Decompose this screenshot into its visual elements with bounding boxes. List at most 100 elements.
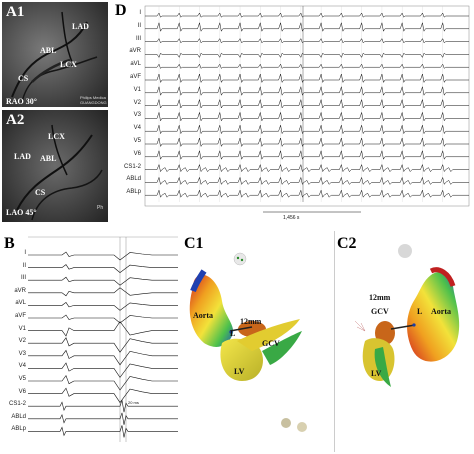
a1-abl-label: ABL <box>40 46 57 55</box>
panel-b-trace <box>28 264 178 273</box>
panel-b-lead-label: ABLp <box>11 426 26 433</box>
a1-view-label: RAO 30° <box>6 97 37 106</box>
panel-b-lead-label: V3 <box>18 350 26 357</box>
panel-b-lead-label: aVR <box>14 287 26 294</box>
c1-lv-label: LV <box>234 367 245 376</box>
a1-vendor-line-2: GUANGDONG <box>80 100 107 105</box>
panel-d-traces <box>144 5 470 213</box>
panel-d-ecg: D I II III aVR aVL aVF V1 V2 V3 V4 V5 V6 CS1-2 ABLd AB… <box>113 2 472 226</box>
panel-d-lead-label: V6 <box>133 150 141 157</box>
panel-c1-label: C1 <box>184 235 204 252</box>
c2-l-label: L <box>417 307 423 316</box>
a1-vendor-line-1: Philips Medica <box>80 95 106 100</box>
rao-catheter-sketch <box>2 2 108 107</box>
panel-d-lead-label: V5 <box>133 138 141 144</box>
a2-corner-text: Ph <box>97 205 104 211</box>
panel-b-lead-label: aVL <box>15 300 26 307</box>
panel-d-trace <box>145 86 469 96</box>
panel-d-trace <box>145 189 469 198</box>
c1-aorta-label: Aorta <box>193 311 213 320</box>
a1-lcx-label: LCX <box>60 60 77 69</box>
panel-b-trace <box>28 425 178 438</box>
panel-d-label: D <box>115 2 127 19</box>
a2-lad-label: LAD <box>14 152 31 161</box>
panel-d-trace <box>145 99 469 109</box>
c1-12mm-label: 12mm <box>240 317 262 326</box>
panel-b-trace <box>28 400 178 413</box>
panel-b-trace <box>28 321 178 337</box>
a2-abl-label: ABL <box>40 154 57 163</box>
panel-d-trace <box>145 176 469 185</box>
panel-b-lead-label: V4 <box>18 363 26 370</box>
panel-b-lead-label: aVF <box>14 313 26 319</box>
c1-gcv-label: GCV <box>262 339 280 348</box>
panel-d-trace <box>145 38 469 44</box>
panel-d-lead-label: V2 <box>133 99 141 106</box>
panel-b-lead-label: CS1-2 <box>8 401 26 408</box>
panel-d-lead-label: V3 <box>133 112 141 119</box>
panel-b-lead-label: II <box>22 262 26 269</box>
panel-d-measurement: 1,456 s <box>283 215 300 221</box>
panel-d-lead-label: CS1-2 <box>123 163 141 170</box>
panel-d-lead-label: II <box>137 22 141 29</box>
panel-b-traces <box>28 236 178 442</box>
panel-b-lead-label: V1 <box>18 325 26 332</box>
panel-c1-map: C1 Aorta L 12mm GCV <box>182 231 332 452</box>
c2-lv-label: LV <box>371 369 382 378</box>
panel-b-lead-label: I <box>24 250 26 256</box>
panel-b-trace <box>28 287 178 297</box>
fluoroscopy-lao-image: A2 LCX LAD ABL CS LAO 45° Ph <box>2 110 108 222</box>
panel-b-lead-label: V5 <box>18 376 26 382</box>
panel-d-lead-label: aVF <box>129 74 141 80</box>
panel-d-trace <box>145 163 469 173</box>
a2-cs-label: CS <box>35 188 46 197</box>
panel-d-lead-label: aVL <box>130 61 141 68</box>
panel-d-trace <box>145 137 469 148</box>
c2-gcv-label: GCV <box>371 307 389 316</box>
panel-d-trace <box>145 112 469 122</box>
panel-d-trace <box>145 12 469 18</box>
panel-c2-map: C2 12mm GCV L Aorta LV <box>334 231 472 452</box>
panel-b-trace <box>28 412 178 425</box>
panel-b-trace <box>28 337 178 353</box>
c1-l-label: L <box>230 329 236 338</box>
panel-b-lead-label: V2 <box>18 338 26 345</box>
panel-d-lead-label: ABLp <box>126 189 141 196</box>
panel-b-lead-label: V6 <box>18 388 26 395</box>
c2-12mm-label: 12mm <box>369 293 391 302</box>
panel-d-lead-label: V4 <box>133 125 141 132</box>
panel-b-interval: 20 ms <box>128 400 139 405</box>
c1-anatomy-render <box>189 252 307 432</box>
c2-anatomy-render <box>354 244 460 387</box>
fluoroscopy-rao-image: A1 LAD ABL LCX CS RAO 30° Philips Medica… <box>2 2 108 107</box>
a2-view-label: LAO 45° <box>6 208 37 217</box>
panel-d-trace <box>145 52 469 58</box>
panel-d-trace <box>145 125 469 135</box>
panel-c2-label: C2 <box>337 235 357 252</box>
panel-b-ecg: B I II III aVR aVL aVF V1 V2 V3 V4 V5 V6 CS1-2 ABLd AB… <box>2 231 180 452</box>
panel-d-trace <box>145 73 469 84</box>
lao-catheter-sketch <box>2 110 108 222</box>
c2-aorta-label: Aorta <box>431 307 451 316</box>
a2-lcx-label: LCX <box>48 132 65 141</box>
panel-b-trace <box>28 314 178 324</box>
panel-d-trace <box>145 63 469 69</box>
panel-a1-label: A1 <box>6 4 25 20</box>
panel-d-lead-label: aVR <box>129 48 141 55</box>
panel-d-lead-label: V1 <box>133 86 141 93</box>
panel-d-trace <box>145 150 469 160</box>
panel-b-trace <box>28 251 178 261</box>
panel-b-lead-label: ABLd <box>11 413 26 420</box>
panel-b-lead-label: III <box>20 275 26 282</box>
panel-b-trace <box>28 301 178 311</box>
panel-b-trace <box>28 349 178 366</box>
panel-a2-label: A2 <box>6 112 25 128</box>
panel-b-trace <box>28 362 178 378</box>
panel-b-trace <box>28 374 178 391</box>
a1-lad-label: LAD <box>72 22 89 31</box>
panel-b-label: B <box>4 235 15 252</box>
a1-cs-label: CS <box>18 74 29 83</box>
panel-b-trace <box>28 276 178 286</box>
panel-d-lead-label: ABLd <box>126 176 141 183</box>
panel-d-trace <box>145 22 469 32</box>
